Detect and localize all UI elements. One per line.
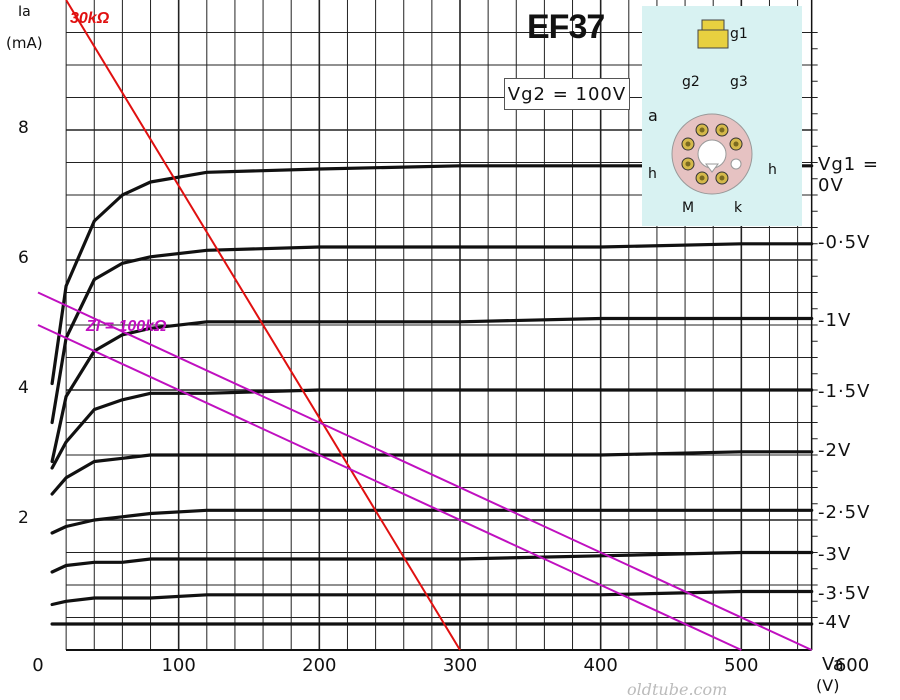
grid bbox=[65, 0, 818, 650]
curve-label: -4V bbox=[818, 612, 852, 633]
pin-center-icon bbox=[699, 175, 705, 181]
y-tick-label: 8 bbox=[18, 118, 29, 138]
chart-title: EF37 bbox=[527, 8, 605, 46]
y-axis-unit: (mA) bbox=[6, 34, 43, 52]
x-tick-label: 500 bbox=[724, 655, 759, 676]
load-line bbox=[37, 291, 813, 651]
y-tick-label: 6 bbox=[18, 248, 29, 268]
pin-label-g2: g2 bbox=[682, 74, 700, 90]
curve-label: -3·5V bbox=[818, 582, 871, 604]
tube-pinout-diagram: g1 g2 g3 a h h M k bbox=[642, 6, 802, 226]
curve-label: -1·5V bbox=[818, 381, 871, 403]
top-cap-icon bbox=[701, 19, 725, 31]
pin-label-h-left: h bbox=[648, 166, 657, 182]
load-line bbox=[65, 0, 461, 651]
x-tick-label: 400 bbox=[583, 655, 618, 676]
characteristic-curve bbox=[50, 508, 814, 535]
pin-center-icon bbox=[685, 161, 691, 167]
characteristic-curve bbox=[50, 550, 814, 574]
pin-center-icon bbox=[719, 127, 725, 133]
characteristic-curve bbox=[50, 316, 814, 464]
y-tick-label: 2 bbox=[18, 508, 29, 528]
x-tick-label: 100 bbox=[161, 655, 196, 676]
characteristic-curve bbox=[50, 589, 814, 607]
curve-label: -2V bbox=[818, 439, 852, 461]
characteristic-curve bbox=[50, 450, 814, 496]
base-key-icon bbox=[705, 163, 719, 173]
load-lines bbox=[37, 0, 813, 651]
pin-label-h-right: h bbox=[768, 162, 777, 178]
pin-label-a: a bbox=[648, 106, 658, 125]
curve-label: -3V bbox=[818, 543, 852, 565]
pin-label-k: k bbox=[734, 200, 743, 216]
pin-label-g3: g3 bbox=[730, 74, 748, 90]
pin-center-icon bbox=[685, 141, 691, 147]
load-line-label-30k: 30kΩ bbox=[70, 10, 110, 27]
top-cap-base-icon bbox=[697, 29, 729, 49]
x-axis-unit: (V) bbox=[816, 676, 840, 695]
curves bbox=[50, 164, 814, 626]
load-line-label-100k: Zl = 100kΩ bbox=[86, 318, 167, 335]
screen-voltage-label: Vg2 = 100V bbox=[504, 78, 630, 110]
x-tick-label: 200 bbox=[302, 655, 337, 676]
x-axis-label: Va bbox=[822, 654, 844, 675]
empty-pin-icon bbox=[730, 158, 742, 170]
pin-label-g1: g1 bbox=[730, 26, 748, 42]
pin-label-m: M bbox=[682, 200, 695, 216]
y-tick-label: 4 bbox=[18, 378, 29, 398]
characteristic-curve bbox=[50, 242, 814, 425]
axes bbox=[66, 0, 813, 651]
pinout-drawing bbox=[671, 19, 753, 195]
characteristic-curve bbox=[50, 388, 814, 470]
load-line bbox=[37, 324, 742, 651]
pin-center-icon bbox=[733, 141, 739, 147]
curve-label: -1V bbox=[818, 309, 852, 331]
base-pins bbox=[681, 123, 743, 185]
curve-label: Vg1 = 0V bbox=[818, 153, 879, 196]
x-tick-label: 0 bbox=[32, 655, 44, 676]
x-tick-label: 600 bbox=[834, 655, 870, 676]
y-axis-label: Ia bbox=[18, 4, 31, 20]
watermark: oldtube.com bbox=[627, 680, 728, 699]
pin-center-icon bbox=[699, 127, 705, 133]
curve-label: -0·5V bbox=[818, 231, 871, 253]
pin-center-icon bbox=[719, 175, 725, 181]
curve-label: -2·5V bbox=[818, 501, 871, 523]
x-tick-label: 300 bbox=[442, 655, 478, 676]
